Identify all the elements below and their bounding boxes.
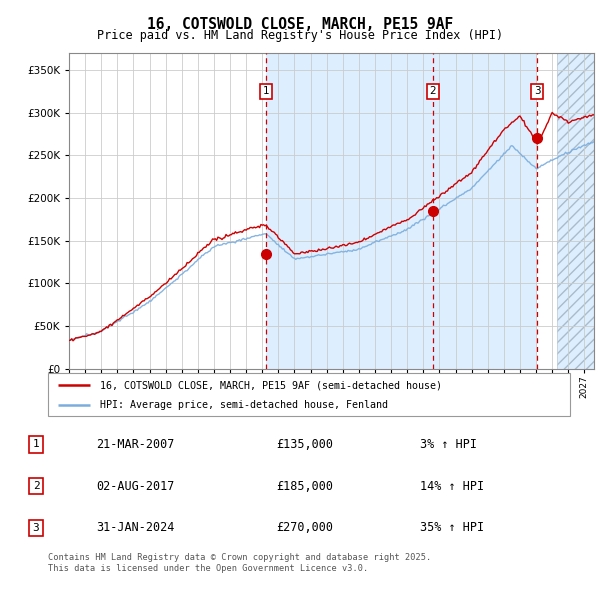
Text: Contains HM Land Registry data © Crown copyright and database right 2025.
This d: Contains HM Land Registry data © Crown c… [48, 553, 431, 573]
Text: £270,000: £270,000 [276, 522, 333, 535]
Text: 2: 2 [430, 87, 436, 97]
Text: 35% ↑ HPI: 35% ↑ HPI [420, 522, 484, 535]
Text: 16, COTSWOLD CLOSE, MARCH, PE15 9AF: 16, COTSWOLD CLOSE, MARCH, PE15 9AF [147, 17, 453, 31]
Text: 3: 3 [534, 87, 541, 97]
Bar [557, 53, 594, 369]
Text: 21-MAR-2007: 21-MAR-2007 [96, 438, 175, 451]
Text: 3% ↑ HPI: 3% ↑ HPI [420, 438, 477, 451]
Text: 14% ↑ HPI: 14% ↑ HPI [420, 480, 484, 493]
Text: 02-AUG-2017: 02-AUG-2017 [96, 480, 175, 493]
Text: Price paid vs. HM Land Registry's House Price Index (HPI): Price paid vs. HM Land Registry's House … [97, 30, 503, 42]
Text: 16, COTSWOLD CLOSE, MARCH, PE15 9AF (semi-detached house): 16, COTSWOLD CLOSE, MARCH, PE15 9AF (sem… [100, 381, 442, 391]
Text: 31-JAN-2024: 31-JAN-2024 [96, 522, 175, 535]
Text: £135,000: £135,000 [276, 438, 333, 451]
Text: 1: 1 [32, 440, 40, 449]
Text: £185,000: £185,000 [276, 480, 333, 493]
Text: 2: 2 [32, 481, 40, 491]
Bar [266, 53, 538, 369]
Text: 1: 1 [262, 87, 269, 97]
Text: HPI: Average price, semi-detached house, Fenland: HPI: Average price, semi-detached house,… [100, 401, 388, 410]
Text: 3: 3 [32, 523, 40, 533]
FancyBboxPatch shape [48, 373, 570, 416]
Bar [557, 53, 594, 369]
